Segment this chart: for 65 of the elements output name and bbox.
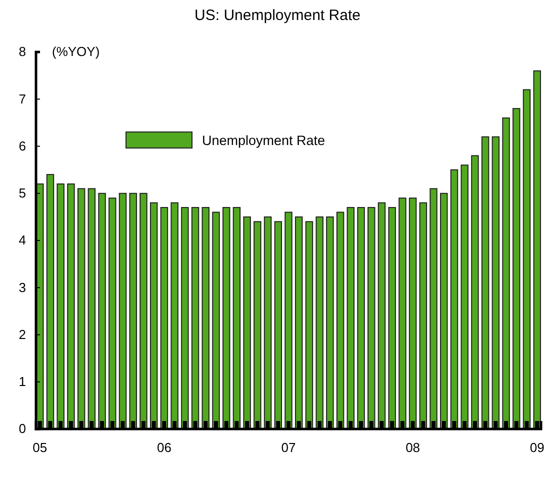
bar bbox=[88, 188, 96, 430]
legend-label: Unemployment Rate bbox=[202, 133, 326, 148]
bar bbox=[170, 202, 178, 430]
x-tick-label: 09 bbox=[530, 440, 544, 456]
y-tick-label: 4 bbox=[18, 232, 26, 248]
bar bbox=[108, 198, 116, 430]
bar bbox=[502, 117, 510, 430]
bar bbox=[522, 89, 531, 430]
bar bbox=[274, 221, 282, 430]
bar bbox=[368, 207, 376, 430]
bar bbox=[378, 202, 386, 430]
bar bbox=[471, 155, 479, 430]
y-tick-label: 0 bbox=[18, 421, 26, 436]
y-tick-label: 7 bbox=[18, 91, 26, 106]
bar bbox=[254, 221, 262, 430]
bar bbox=[388, 207, 396, 430]
chart-title: US: Unemployment Rate bbox=[194, 7, 360, 24]
bar bbox=[191, 207, 200, 430]
bar bbox=[326, 216, 334, 430]
bar bbox=[346, 207, 355, 430]
x-tick-label: 06 bbox=[156, 440, 172, 456]
x-tick-label: 05 bbox=[32, 440, 48, 456]
bar bbox=[430, 188, 438, 430]
bar bbox=[222, 207, 230, 430]
bar bbox=[232, 207, 241, 430]
bar bbox=[460, 164, 468, 430]
bar bbox=[46, 174, 54, 430]
bar bbox=[492, 136, 500, 430]
bar bbox=[160, 207, 168, 430]
y-tick-label: 8 bbox=[18, 44, 26, 60]
bar bbox=[316, 216, 324, 430]
y-tick-label: 5 bbox=[18, 186, 26, 201]
bar bbox=[212, 212, 220, 430]
bar bbox=[294, 216, 303, 430]
bar bbox=[77, 188, 86, 430]
bar bbox=[512, 108, 520, 430]
y-tick-label: 3 bbox=[18, 280, 26, 295]
bar bbox=[533, 70, 541, 430]
bar bbox=[450, 169, 458, 430]
y-tick-label: 1 bbox=[18, 374, 26, 390]
bar bbox=[336, 212, 344, 430]
bar bbox=[243, 216, 251, 430]
bar bbox=[408, 198, 417, 430]
bar bbox=[398, 198, 406, 430]
bar bbox=[181, 207, 189, 430]
bar bbox=[440, 192, 448, 430]
bar bbox=[129, 192, 137, 430]
x-tick-label: 07 bbox=[281, 440, 296, 456]
bar bbox=[67, 183, 75, 430]
bar bbox=[305, 221, 314, 430]
bar bbox=[202, 207, 210, 430]
bar bbox=[419, 202, 428, 430]
bar bbox=[481, 136, 490, 430]
y-axis-title: (%YOY) bbox=[52, 44, 100, 59]
bar bbox=[284, 212, 292, 430]
bar bbox=[357, 207, 365, 430]
x-tick-label: 08 bbox=[406, 440, 420, 456]
y-tick-label: 2 bbox=[18, 326, 26, 342]
bar bbox=[150, 202, 158, 430]
bar bbox=[118, 192, 127, 430]
bar bbox=[264, 216, 272, 430]
bar bbox=[140, 192, 148, 430]
bar bbox=[98, 192, 106, 430]
y-tick-label: 6 bbox=[18, 138, 26, 154]
bar bbox=[56, 183, 64, 430]
